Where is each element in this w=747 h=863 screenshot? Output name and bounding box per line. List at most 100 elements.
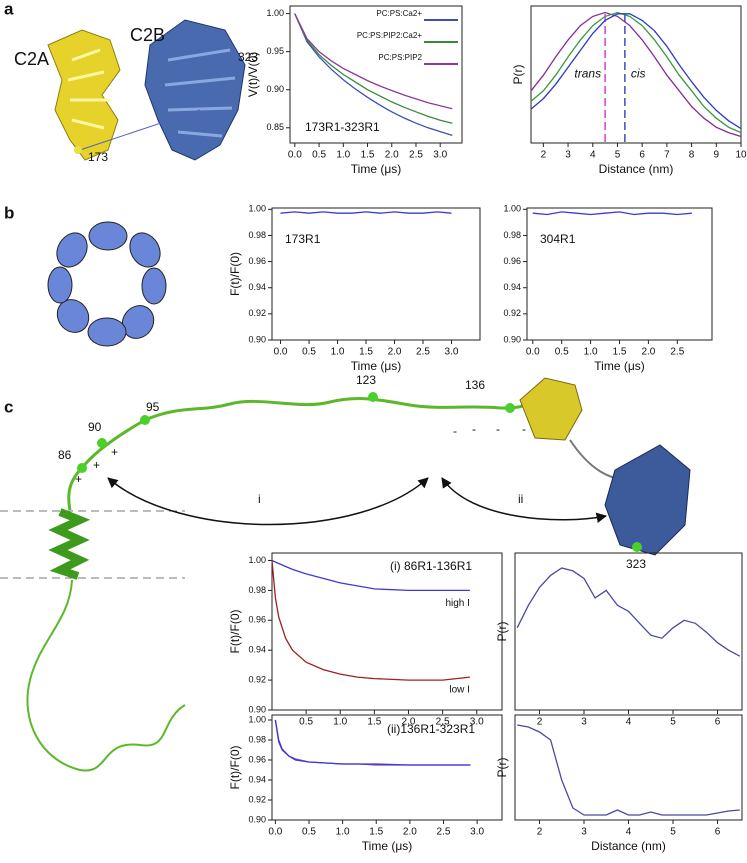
c2a-domain	[519, 377, 583, 441]
y-tick-label: 0.92	[248, 794, 266, 804]
marker-label: cis	[631, 67, 646, 81]
x-tick-label: 1.0	[336, 150, 350, 161]
x-tick-label: 8	[689, 150, 695, 161]
x-tick-label: 1.5	[359, 347, 373, 358]
residue-label: 323	[238, 50, 258, 64]
x-tick-label: 2.0	[403, 827, 417, 838]
y-axis-label: F(t)/F(0)	[228, 610, 242, 654]
protein-chain	[67, 397, 529, 511]
series-label: high I	[445, 598, 469, 609]
x-axis-label: Time (μs)	[351, 359, 401, 373]
x-tick-label: 0.0	[274, 347, 288, 358]
x-axis-label: Time (μs)	[594, 359, 644, 373]
y-tick-label: 1.00	[248, 555, 266, 565]
c2b-domain	[604, 444, 691, 556]
x-tick-label: 6	[715, 717, 721, 728]
y-tick-label: 0.90	[248, 334, 266, 344]
y-axis-label: F(t)/F(0)	[228, 746, 242, 790]
legend-label: PC:PS:PIP2:Ca2+	[357, 31, 422, 40]
x-tick-label: 2	[537, 827, 543, 838]
chart-label: 304R1	[540, 232, 576, 246]
y-tick-label: 0.92	[248, 308, 266, 318]
x-tick-label: 1.0	[333, 717, 347, 728]
legend-label: PC:PS:PIP2	[378, 53, 422, 62]
arrow-label: i	[258, 492, 261, 506]
series-label: low I	[449, 685, 470, 696]
spin-label	[632, 542, 642, 552]
y-tick-label: 0.90	[503, 334, 521, 344]
protein-label: C2B	[130, 25, 165, 45]
series-line	[294, 13, 453, 110]
chart-label: 173R1-323R1	[305, 120, 380, 134]
y-tick-label: 0.98	[248, 230, 266, 240]
plot-frame	[271, 552, 503, 711]
x-tick-label: 0.5	[555, 347, 569, 358]
c2b-domain	[144, 19, 246, 161]
chart-label: (i) 86R1-136R1	[390, 559, 472, 573]
x-tick-label: 10	[735, 150, 747, 161]
x-axis-label: Time (μs)	[362, 839, 412, 853]
y-tick-label: 0.94	[248, 282, 266, 292]
charge: -	[522, 422, 526, 436]
y-tick-label: 0.94	[503, 282, 521, 292]
y-axis-label: F(t)/F(0)	[228, 252, 242, 296]
charge: +	[93, 458, 100, 472]
x-tick-label: 0.0	[288, 150, 302, 161]
x-tick-label: 2.5	[437, 827, 451, 838]
x-tick-label: 1.0	[584, 347, 598, 358]
x-tick-label: 6	[639, 150, 645, 161]
spin-label	[368, 392, 378, 402]
series-line	[516, 567, 741, 657]
x-tick-label: 2	[537, 717, 543, 728]
plot-frame	[514, 714, 743, 821]
arrow	[107, 477, 429, 526]
x-tick-label: 5	[615, 150, 621, 161]
residue-label: 95	[146, 400, 160, 414]
residue-label: 173	[88, 150, 108, 164]
y-tick-label: 0.94	[248, 645, 266, 655]
residue-label: 86	[58, 448, 72, 462]
distance-line	[79, 109, 201, 151]
residue-label: 90	[88, 420, 102, 434]
series-line	[530, 13, 742, 130]
y-axis-label: V(t)/V(0)	[246, 52, 260, 97]
series-line	[294, 13, 453, 137]
series-line	[294, 13, 453, 124]
x-tick-label: 5	[670, 827, 676, 838]
series-line	[271, 559, 470, 592]
series-line	[532, 211, 692, 216]
spin-label	[97, 438, 107, 448]
y-tick-label: 0.96	[248, 615, 266, 625]
spin-label	[77, 463, 87, 473]
x-tick-label: 0.5	[312, 150, 326, 161]
y-tick-label: 0.90	[266, 84, 284, 94]
x-tick-label: 1.5	[613, 347, 627, 358]
oligomer-ring	[47, 221, 167, 347]
y-axis-label: P(r)	[495, 758, 509, 778]
x-tick-label: 4	[626, 827, 632, 838]
y-tick-label: 1.00	[248, 204, 266, 214]
x-tick-label: 1.5	[369, 827, 383, 838]
y-tick-label: 0.90	[248, 814, 266, 824]
y-tick-label: 0.98	[248, 585, 266, 595]
x-tick-label: 0.5	[299, 717, 313, 728]
x-tick-label: 6	[715, 827, 721, 838]
x-tick-label: 2.0	[641, 347, 655, 358]
c2a-domain	[47, 29, 121, 161]
plot-frame	[530, 5, 742, 144]
x-tick-label: 3.0	[433, 150, 447, 161]
protein-label: C2A	[14, 49, 49, 69]
helix	[48, 508, 91, 580]
y-tick-label: 0.96	[248, 256, 266, 266]
charge: +	[111, 445, 118, 459]
y-tick-label: 0.98	[503, 230, 521, 240]
series-line	[271, 560, 470, 681]
x-tick-label: 3.0	[470, 717, 484, 728]
residue-label: 123	[356, 373, 376, 387]
spin-label	[140, 415, 150, 425]
x-tick-label: 1.5	[367, 717, 381, 728]
x-axis-label: Distance (nm)	[599, 162, 674, 176]
x-tick-label: 2.0	[385, 150, 399, 161]
x-tick-label: 2.5	[409, 150, 423, 161]
